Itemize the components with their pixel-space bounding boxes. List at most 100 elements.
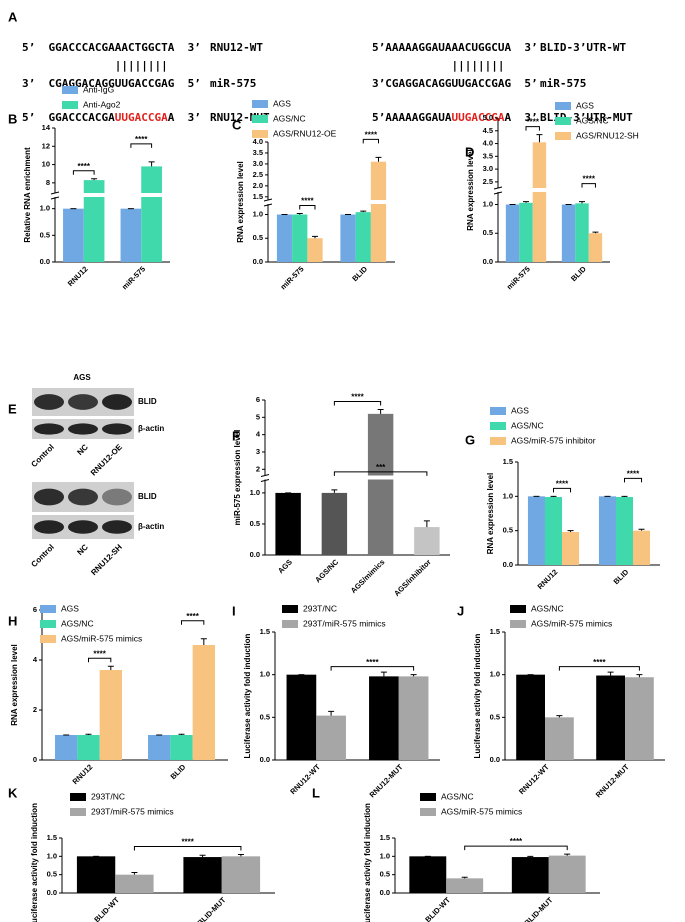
y-tick-label: 4.0 bbox=[253, 137, 263, 146]
error-bar bbox=[461, 876, 468, 879]
panel-letter: A bbox=[8, 9, 18, 24]
bar bbox=[275, 492, 301, 555]
significance-label: **** bbox=[181, 838, 194, 847]
bar bbox=[148, 735, 171, 760]
error-bar bbox=[131, 871, 138, 875]
legend-label: AGS bbox=[511, 405, 529, 415]
significance-bracket bbox=[333, 471, 428, 476]
bar bbox=[63, 208, 84, 262]
sequence: 5’AAAAAGGAUAAACUGGCUA 3’ bbox=[372, 41, 538, 54]
y-tick-label: 0.0 bbox=[250, 550, 260, 559]
legend-swatch bbox=[420, 808, 436, 816]
y-tick-label: 2.5 bbox=[483, 177, 493, 186]
significance-label: **** bbox=[78, 162, 91, 171]
break-mark bbox=[50, 191, 60, 200]
legend-label: AGS/miR-575 mimics bbox=[441, 806, 522, 816]
blot-row-label: BLID bbox=[138, 397, 157, 406]
y-tick-label: 1.0 bbox=[380, 851, 390, 860]
blot-band bbox=[34, 488, 64, 506]
x-tick-label: miR-575 bbox=[120, 264, 147, 291]
x-tick-label: AGS/inhibitor bbox=[392, 557, 433, 598]
y-axis-label: Relative RNA enrichment bbox=[23, 147, 32, 243]
sequence-segment: A 3’ bbox=[504, 111, 537, 124]
error-bar bbox=[237, 854, 244, 857]
panel-letter: E bbox=[8, 401, 17, 416]
sequence: 3’CGAGGACAGGUUGACCGAG 5’ bbox=[372, 77, 538, 90]
sequence-name: miR-575 bbox=[540, 77, 586, 90]
y-tick-label: 0.0 bbox=[40, 257, 50, 266]
panel-letter: L bbox=[312, 785, 320, 800]
bar bbox=[598, 496, 616, 565]
panel-letter: F bbox=[232, 428, 240, 443]
bar bbox=[532, 142, 547, 262]
y-tick-label: 0.5 bbox=[250, 519, 260, 528]
error-bar bbox=[621, 495, 628, 498]
y-axis-label: RNA expression level bbox=[466, 149, 475, 231]
sequence-segment: A 3’ bbox=[168, 111, 201, 124]
y-tick-label: 4 bbox=[33, 655, 38, 664]
legend-label: AGS bbox=[61, 603, 79, 613]
significance-label: **** bbox=[351, 393, 364, 402]
bar bbox=[562, 532, 580, 565]
error-bar bbox=[567, 530, 574, 533]
significance-bracket bbox=[72, 170, 95, 175]
bar bbox=[588, 233, 603, 262]
break-mark bbox=[493, 186, 503, 195]
bar bbox=[76, 856, 116, 893]
significance-label: **** bbox=[627, 469, 640, 478]
x-tick-label: RNU12 bbox=[536, 567, 560, 591]
blot-band bbox=[68, 423, 98, 435]
legend-swatch bbox=[252, 100, 268, 108]
sequence-segment: |||||||| bbox=[22, 59, 168, 72]
y-tick-label: 0.5 bbox=[47, 870, 57, 879]
bar bbox=[316, 715, 346, 760]
significance-label: **** bbox=[301, 197, 314, 206]
y-tick-label: 1.0 bbox=[40, 204, 50, 213]
bar bbox=[120, 208, 142, 262]
legend-swatch bbox=[490, 407, 506, 415]
significance-label: **** bbox=[582, 175, 595, 184]
significance-bracket bbox=[299, 205, 316, 210]
x-tick-label: RNU12-WT bbox=[517, 762, 551, 796]
y-axis-label: Luciferase activity fold induction bbox=[30, 803, 39, 922]
axis-break bbox=[261, 475, 454, 480]
legend-swatch bbox=[62, 86, 78, 94]
bar bbox=[77, 735, 100, 760]
legend-swatch bbox=[555, 102, 571, 110]
panel-letter: G bbox=[465, 432, 475, 447]
panel-letter: D bbox=[465, 144, 474, 159]
blot-row-label: β-actin bbox=[138, 424, 164, 433]
bar bbox=[99, 670, 122, 760]
sequence-segment: 5’AAAAAGGAUA bbox=[372, 111, 452, 124]
sequence: |||||||| bbox=[22, 59, 168, 72]
sequence: 5’ GGACCCACGAUUGACCGAA 3’ bbox=[22, 111, 201, 124]
x-tick-label: BLID-WT bbox=[92, 895, 121, 922]
significance-label: **** bbox=[556, 479, 569, 488]
error-bar bbox=[638, 528, 645, 531]
y-tick-label: 0.0 bbox=[260, 755, 270, 764]
legend-swatch bbox=[252, 130, 268, 138]
bar bbox=[192, 645, 215, 760]
legend-label: AGS bbox=[576, 100, 594, 110]
x-tick-label: RNU12-MUT bbox=[368, 762, 405, 799]
bar bbox=[321, 492, 348, 555]
significance-label: **** bbox=[593, 658, 606, 667]
sequence-segment: 5’ GGACCCACGAAACTGGCTA 3’ bbox=[22, 41, 201, 54]
bar bbox=[398, 676, 429, 760]
error-bar bbox=[536, 134, 543, 143]
significance-bracket bbox=[525, 126, 540, 131]
sequence-segment: |||||||| bbox=[372, 59, 504, 72]
y-tick-label: 1.5 bbox=[503, 457, 513, 466]
break-mark bbox=[263, 198, 273, 207]
legend-label: AGS bbox=[273, 98, 291, 108]
significance-bracket bbox=[553, 487, 572, 493]
blot-band bbox=[68, 394, 98, 410]
y-axis-label: RNA expression level bbox=[236, 161, 245, 243]
y-tick-label: 6 bbox=[256, 395, 260, 404]
error-bar bbox=[296, 213, 303, 215]
y-tick-label: 1.0 bbox=[503, 491, 513, 500]
y-tick-label: 1.5 bbox=[380, 833, 390, 842]
y-tick-label: 1.0 bbox=[490, 670, 500, 679]
y-tick-label: 0.0 bbox=[503, 560, 513, 569]
bar bbox=[409, 856, 447, 893]
